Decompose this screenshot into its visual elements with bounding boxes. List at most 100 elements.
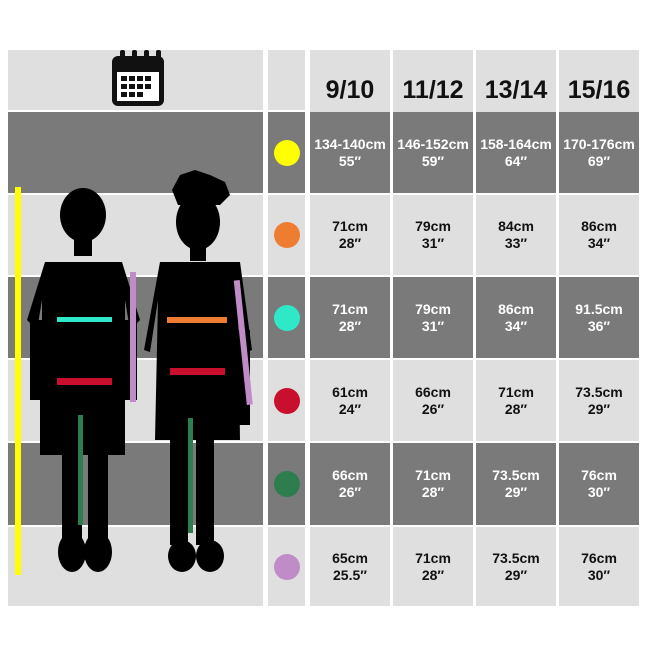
measurement-cell: 73.5cm 29″	[476, 527, 556, 606]
measurement-cell: 73.5cm 29″	[559, 360, 639, 441]
measurement-cell: 146-152cm 59″	[393, 112, 473, 193]
waist-marker-boy	[57, 378, 112, 385]
waist-marker-girl	[170, 368, 225, 375]
measurement-inches: 30″	[587, 484, 611, 500]
height-marker	[15, 187, 21, 575]
measure-color-dot	[273, 304, 300, 331]
illustration-stripe	[8, 443, 263, 525]
measurement-cm: 65cm	[332, 549, 368, 566]
measure-color-cell	[268, 277, 305, 358]
size-label: 13/14	[484, 75, 548, 104]
measurement-cm: 84cm	[498, 218, 534, 234]
measure-color-cell	[268, 443, 305, 525]
measurement-inches: 34″	[587, 235, 611, 251]
measure-color-dot	[273, 222, 300, 248]
measurement-cell: 66cm 26″	[310, 443, 390, 525]
measure-color-dot	[273, 471, 300, 497]
measurement-cell: 71cm 28″	[310, 195, 390, 275]
measurement-cm: 71cm	[332, 218, 368, 234]
measurement-inches: 36″	[587, 317, 611, 334]
measure-color-cell	[268, 527, 305, 606]
measurement-inches: 28″	[338, 235, 362, 251]
size-header: 9/10	[310, 50, 390, 120]
measurement-cell: 79cm 31″	[393, 195, 473, 275]
measurement-inches: 33″	[504, 235, 528, 251]
illustration-stripe	[8, 195, 263, 275]
measurement-cm: 66cm	[415, 383, 451, 400]
boy-silhouette	[27, 188, 140, 572]
measurement-cell: 84cm 33″	[476, 195, 556, 275]
measurement-inches: 59″	[421, 152, 445, 169]
measurement-cm: 170-176cm	[563, 135, 635, 152]
size-label: 11/12	[402, 75, 464, 104]
measurement-cell: 71cm 28″	[310, 277, 390, 358]
measurement-cm: 73.5cm	[492, 549, 540, 566]
measurement-inches: 24″	[338, 400, 362, 417]
size-header: 11/12	[393, 50, 473, 120]
measurement-cell: 76cm 30″	[559, 527, 639, 606]
measurement-inches: 28″	[504, 400, 528, 417]
measurement-cell: 158-164cm 64″	[476, 112, 556, 193]
measurement-cm: 79cm	[415, 218, 451, 234]
measurement-cm: 61cm	[332, 383, 368, 400]
measurement-inches: 29″	[504, 566, 528, 583]
measurement-cm: 71cm	[332, 300, 368, 317]
measure-color-dot	[273, 553, 300, 580]
chest-marker-girl	[167, 317, 227, 323]
measurement-inches: 34″	[504, 317, 528, 334]
measurement-inches: 31″	[421, 235, 445, 251]
measurement-cell: 134-140cm 55″	[310, 112, 390, 193]
girl-silhouette	[144, 170, 252, 572]
measurement-inches: 31″	[421, 317, 445, 334]
measurement-inches: 69″	[587, 152, 611, 169]
measure-color-dot	[273, 387, 300, 414]
measure-color-dot	[273, 139, 300, 166]
measurement-cm: 66cm	[332, 467, 368, 483]
measurement-inches: 25.5″	[333, 566, 367, 583]
measurement-inches: 55″	[338, 152, 362, 169]
measurement-cell: 86cm 34″	[476, 277, 556, 358]
measurement-cm: 134-140cm	[314, 135, 386, 152]
measurement-inches: 29″	[504, 484, 528, 500]
measurement-cm: 86cm	[581, 218, 617, 234]
measurement-cm: 86cm	[498, 300, 534, 317]
measurement-cm: 73.5cm	[575, 383, 623, 400]
inseam-marker-boy	[78, 415, 83, 525]
measurement-cm: 91.5cm	[575, 300, 623, 317]
measurement-cell: 79cm 31″	[393, 277, 473, 358]
measurement-inches: 26″	[338, 484, 362, 500]
measure-color-cell	[268, 195, 305, 275]
measurement-cell: 76cm 30″	[559, 443, 639, 525]
measurement-inches: 29″	[587, 400, 611, 417]
calendar-icon	[112, 50, 164, 106]
measurement-cell: 66cm 26″	[393, 360, 473, 441]
measurement-cm: 76cm	[581, 467, 617, 483]
size-header: 13/14	[476, 50, 556, 120]
measurement-cell: 91.5cm 36″	[559, 277, 639, 358]
measurement-cm: 146-152cm	[397, 135, 469, 152]
measurement-cm: 71cm	[415, 467, 451, 483]
measurement-inches: 26″	[421, 400, 445, 417]
chest-marker-boy	[57, 317, 112, 322]
measurement-cell: 170-176cm 69″	[559, 112, 639, 193]
measurement-cm: 76cm	[581, 549, 617, 566]
size-label: 9/10	[325, 75, 375, 104]
measurement-cm: 71cm	[415, 549, 451, 566]
inseam-marker-girl	[188, 418, 193, 533]
measurement-inches: 64″	[504, 152, 528, 169]
illustration-stripe	[8, 112, 263, 193]
size-header: 15/16	[559, 50, 639, 120]
measurement-cm: 73.5cm	[492, 467, 540, 483]
measurement-cell: 71cm 28″	[476, 360, 556, 441]
measure-color-cell	[268, 360, 305, 441]
measurement-cm: 71cm	[498, 383, 534, 400]
measurement-inches: 28″	[338, 317, 362, 334]
measurement-cell: 65cm 25.5″	[310, 527, 390, 606]
measurement-cm: 158-164cm	[480, 135, 552, 152]
measurement-cell: 71cm 28″	[393, 443, 473, 525]
measurement-cell: 73.5cm 29″	[476, 443, 556, 525]
measurement-inches: 30″	[587, 566, 611, 583]
size-label: 15/16	[567, 75, 631, 104]
measurement-inches: 28″	[421, 566, 445, 583]
